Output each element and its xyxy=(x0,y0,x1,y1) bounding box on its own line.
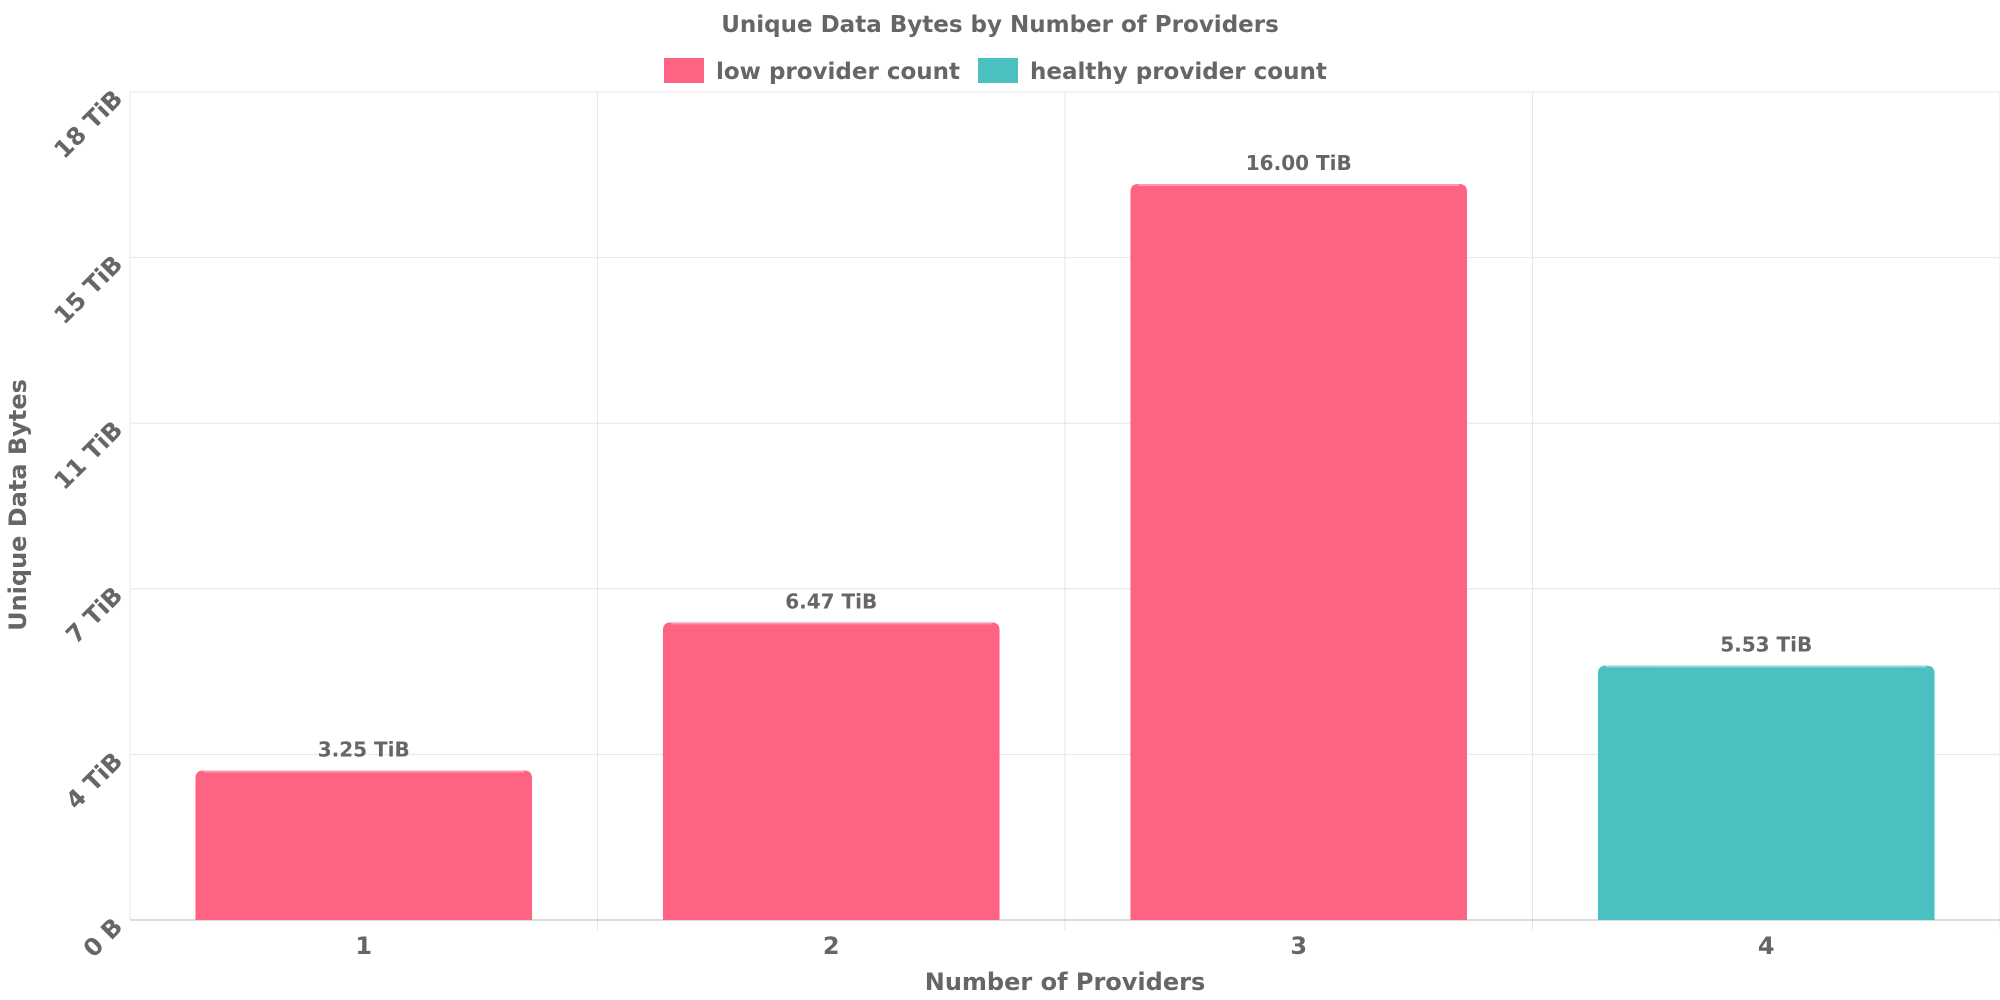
y-tick-label: 15 TiB xyxy=(49,250,129,330)
legend: low provider count healthy provider coun… xyxy=(664,58,1327,85)
bar-4[interactable] xyxy=(1597,665,1935,920)
bar-3[interactable] xyxy=(1130,184,1468,920)
y-tick-label: 7 TiB xyxy=(60,581,128,649)
y-tick-label: 18 TiB xyxy=(49,84,129,164)
legend-item-healthy-provider-count[interactable]: healthy provider count xyxy=(978,58,1327,85)
data-labels: 3.25 TiB 6.47 TiB 16.00 TiB 5.53 TiB xyxy=(318,151,1813,762)
x-tick-label: 4 xyxy=(1758,932,1775,960)
bar-value-label-2: 6.47 TiB xyxy=(785,589,877,613)
y-tick-label: 4 TiB xyxy=(60,747,128,815)
bar-value-label-3: 16.00 TiB xyxy=(1246,151,1352,175)
legend-label-low-provider-count: low provider count xyxy=(716,59,960,85)
x-axis-title: Number of Providers xyxy=(925,968,1205,996)
bars xyxy=(195,184,1935,921)
y-tick-label: 0 B xyxy=(78,912,128,962)
x-tick-label: 3 xyxy=(1290,932,1307,960)
y-axis-title: Unique Data Bytes xyxy=(4,379,32,631)
legend-swatch-healthy-provider-count xyxy=(978,58,1018,83)
bar-2[interactable] xyxy=(662,622,1000,920)
legend-label-healthy-provider-count: healthy provider count xyxy=(1030,59,1327,85)
bar-value-label-4: 5.53 TiB xyxy=(1720,633,1812,657)
legend-item-low-provider-count[interactable]: low provider count xyxy=(664,58,960,85)
x-tick-label: 2 xyxy=(823,932,840,960)
legend-swatch-low-provider-count xyxy=(664,58,704,83)
bar-1[interactable] xyxy=(195,770,533,921)
chart-title: Unique Data Bytes by Number of Providers xyxy=(721,12,1279,38)
y-tick-label: 11 TiB xyxy=(49,416,129,496)
x-tick-label: 1 xyxy=(355,932,372,960)
bar-value-label-1: 3.25 TiB xyxy=(318,738,410,762)
